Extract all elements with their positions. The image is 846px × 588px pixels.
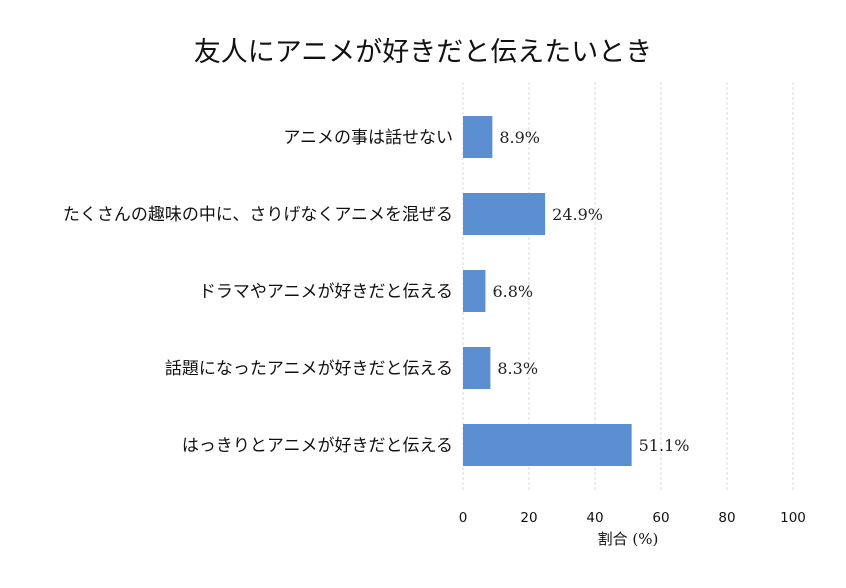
- x-tick-label-1: 20: [520, 510, 537, 526]
- x-tick-label-3: 60: [652, 510, 669, 526]
- category-label-1: たくさんの趣味の中に、さりげなくアニメを混ぜる: [63, 205, 453, 225]
- x-tick-labels: 0 20 40 60 80 100: [459, 510, 806, 526]
- bar-1: [463, 193, 546, 235]
- value-label-1: 24.9%: [552, 205, 603, 224]
- x-tick-label-0: 0: [459, 510, 468, 526]
- value-label-4: 51.1%: [639, 436, 690, 455]
- bar-3: [463, 347, 491, 389]
- chart-title: 友人にアニメが好きだと伝えたいとき: [193, 37, 653, 68]
- value-labels: 8.9% 24.9% 6.8% 8.3% 51.1%: [492, 128, 689, 455]
- bar-4: [463, 424, 632, 466]
- category-labels: アニメの事は話せないたくさんの趣味の中に、さりげなくアニメを混ぜるドラマやアニメ…: [63, 128, 453, 456]
- category-label-4: はっきりとアニメが好きだと伝える: [182, 436, 453, 456]
- value-label-0: 8.9%: [499, 128, 540, 147]
- x-tick-label-5: 100: [780, 510, 806, 526]
- bar-2: [463, 270, 486, 312]
- category-label-3: 話題になったアニメが好きだと伝える: [165, 359, 453, 379]
- category-label-0: アニメの事は話せない: [283, 128, 453, 148]
- value-label-3: 8.3%: [497, 359, 538, 378]
- x-tick-label-4: 80: [718, 510, 735, 526]
- bars: [463, 116, 632, 466]
- value-label-2: 6.8%: [492, 282, 533, 301]
- category-label-2: ドラマやアニメが好きだと伝える: [199, 282, 453, 302]
- bar-0: [463, 116, 493, 158]
- x-axis-label: 割合 (%): [598, 530, 659, 548]
- x-tick-label-2: 40: [586, 510, 603, 526]
